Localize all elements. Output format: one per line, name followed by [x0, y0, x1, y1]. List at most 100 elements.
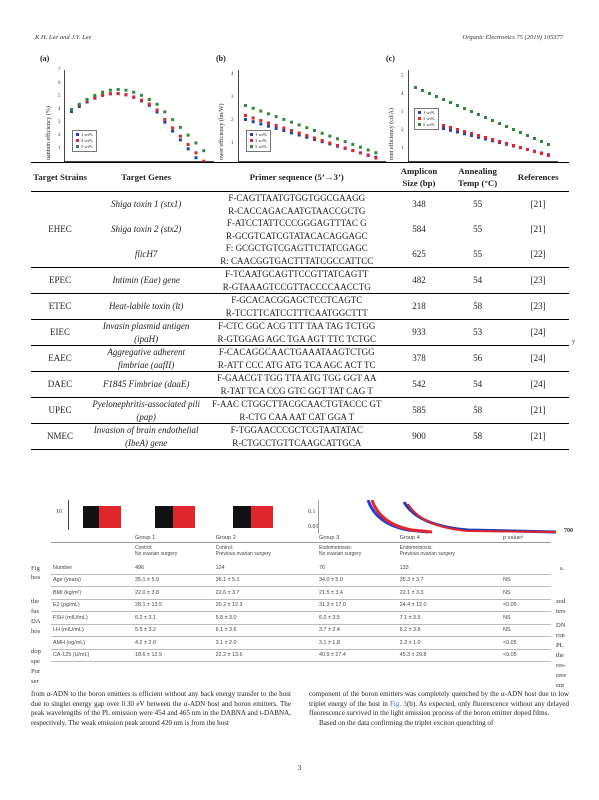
annealing-cell: 58	[447, 293, 508, 320]
data-point	[178, 134, 182, 138]
chart-a: 1 wt% 3 wt% 5 wt%	[64, 70, 214, 162]
amplicon-cell: 933	[390, 319, 448, 346]
strain-cell: UPEC	[31, 397, 90, 424]
row-label: LH (mIU/mL)	[51, 624, 133, 637]
table-cell: <0.05	[501, 636, 551, 650]
table-cell: <0.05	[501, 649, 551, 662]
data-point	[428, 92, 431, 95]
data-point	[290, 120, 293, 124]
data-point	[336, 137, 339, 141]
annealing-cell: 54	[447, 371, 508, 398]
table-row: E2 (pg/mL) 28.1 ± 13.5 20.2 ± 12.3 31.3 ± 1…	[51, 599, 551, 612]
figure-link[interactable]: Fig. 3	[389, 699, 407, 708]
primer-reverse: R-CACCAGACAATGTAACCGCTG	[228, 205, 366, 216]
data-point	[290, 131, 293, 135]
chart-c-legend: 1 wt% 3 wt% 5 wt%	[414, 108, 439, 130]
strain-cell: EAEC	[31, 345, 90, 372]
gene-cell: Shiga toxin 1 (stx1)	[111, 199, 182, 210]
group-subheader: Endometriosis: Previous ovarian surgery	[399, 545, 455, 557]
table-cell: 5.5 ± 3.2	[133, 624, 214, 637]
data-point	[124, 93, 128, 97]
chart-c: 1 wt% 3 wt% 5 wt%	[408, 70, 558, 162]
amplicon-cell: 482	[390, 267, 448, 294]
decay-curves	[318, 500, 557, 534]
strain-cell: ETEC	[31, 293, 90, 320]
data-point	[442, 124, 445, 127]
strain-cell: EHEC	[48, 224, 72, 235]
annealing-cell: 58	[447, 397, 508, 424]
group-header: Group 2	[213, 534, 317, 543]
data-point	[132, 90, 136, 94]
primer-reverse: R-CTGCCTGTTCAAGCATTGCA	[232, 437, 362, 448]
gene-cell: Invasin plasmid antigen (ipaH)	[89, 319, 204, 346]
data-point	[77, 102, 81, 106]
data-point	[491, 138, 494, 141]
primer-forward: F-AAC CTGGCTTACGCAACTGTACCC GT	[203, 397, 391, 411]
data-point	[470, 134, 473, 137]
data-point	[163, 120, 167, 124]
data-point	[456, 128, 459, 131]
data-point	[470, 110, 473, 113]
reference-cell: [24]	[507, 371, 569, 398]
table-cell: 20.2 ± 12.3	[213, 599, 317, 612]
data-point	[519, 131, 522, 134]
table-cell: <0.05	[501, 599, 551, 612]
data-point	[305, 134, 309, 137]
data-point	[421, 89, 424, 92]
gene-cell: Intimin (Eae) gene	[89, 267, 204, 294]
data-point	[343, 146, 347, 150]
data-point	[267, 121, 270, 125]
primer-reverse: R-ATT CCC ATG ATG TCA AGC ACT TC	[217, 359, 376, 370]
group-header-blank	[51, 534, 133, 543]
data-point	[435, 95, 438, 98]
table-cell: NS	[501, 624, 551, 637]
data-point	[498, 122, 501, 125]
strip-label: 0.01	[308, 524, 319, 530]
chart-c-ytick: 3	[401, 110, 404, 115]
text-fragment: spe	[31, 658, 40, 665]
data-point	[171, 126, 175, 130]
table-cell	[501, 562, 551, 575]
reference-cell: [21]	[530, 199, 546, 210]
data-point	[540, 152, 543, 155]
data-point	[442, 127, 445, 130]
col-header-references: References	[507, 163, 569, 192]
bar-red	[251, 506, 273, 528]
data-point	[163, 110, 167, 114]
data-point	[366, 148, 370, 152]
data-point	[351, 142, 355, 146]
data-point	[463, 132, 466, 136]
data-point	[274, 126, 278, 130]
data-point	[313, 136, 316, 140]
data-point	[484, 136, 487, 139]
primer-table: Target Strains Target Genes Primer seque…	[31, 162, 569, 450]
data-point	[171, 129, 175, 133]
data-point	[343, 140, 347, 144]
chart-a-ytick: 7	[58, 68, 61, 73]
data-point	[359, 151, 362, 155]
group-header: Group 3	[316, 534, 398, 543]
chart-c-ylabel: rent efficiency (cd/A)	[389, 108, 395, 160]
data-point	[116, 92, 120, 96]
data-point	[282, 117, 286, 121]
data-point	[519, 146, 522, 149]
group-header: Group 1	[133, 534, 214, 543]
data-point	[526, 134, 529, 137]
amplicon-cell: 584	[412, 224, 426, 235]
row-label: Age (years)	[51, 574, 133, 587]
table-cell: 496	[133, 562, 214, 575]
data-point	[178, 138, 182, 142]
table-row: EIEC Invasin plasmid antigen (ipaH) F-CT…	[31, 319, 569, 346]
table-cell: 6.0 ± 3.5	[316, 611, 398, 625]
body-text-left: from α-ADN to the boron emitters is effi…	[31, 690, 291, 727]
data-point	[155, 102, 159, 106]
page-number: 3	[297, 764, 302, 772]
reference-cell: [21]	[530, 224, 546, 235]
data-point	[297, 123, 301, 127]
data-point	[547, 154, 550, 157]
data-point	[463, 130, 466, 133]
table-cell: 3.1 ± 2.0	[213, 636, 317, 650]
amplicon-cell: 218	[390, 293, 448, 320]
table-cell: NS	[501, 611, 551, 625]
data-point	[374, 151, 378, 155]
